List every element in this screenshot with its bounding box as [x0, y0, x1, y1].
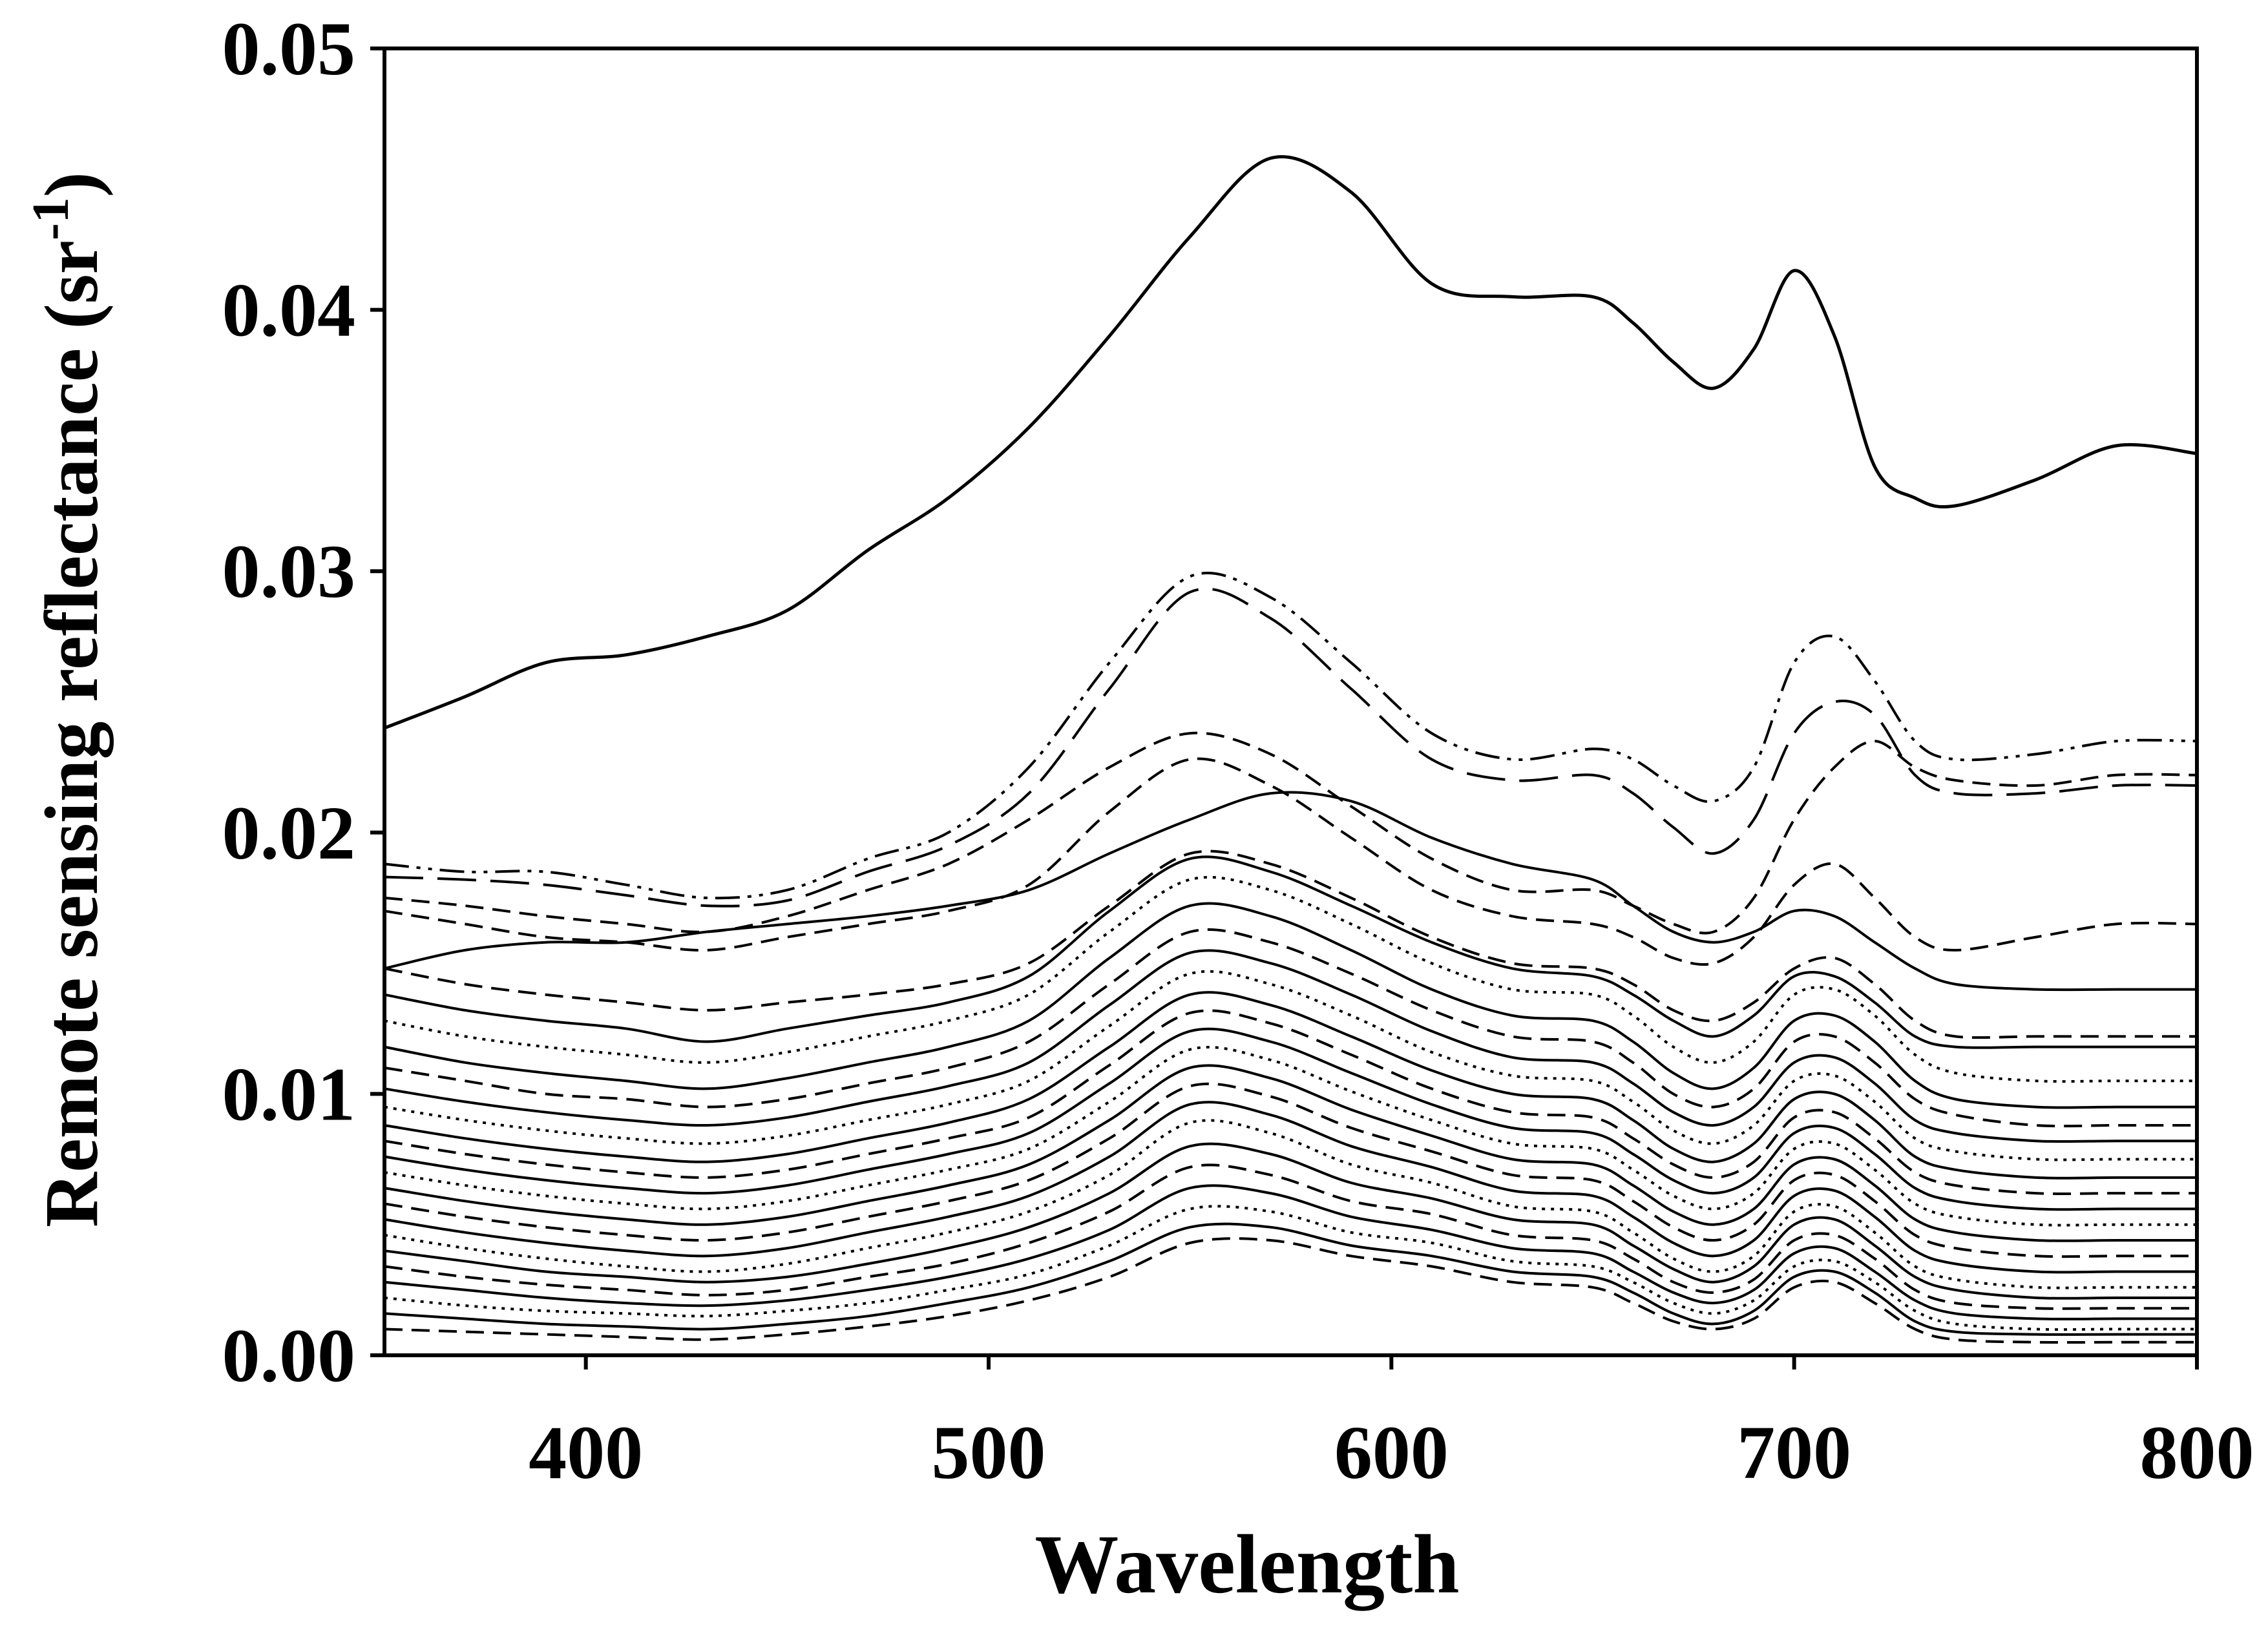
x-tick-label: 700	[1737, 1410, 1851, 1495]
series-line-s9	[384, 875, 2197, 1083]
series-line-s16	[384, 1027, 2197, 1211]
x-axis-title: Wavelength	[1034, 1518, 1459, 1611]
y-tick-label: 0.00	[222, 1313, 356, 1398]
series-line-s15	[384, 1009, 2197, 1196]
series-line-s21	[384, 1119, 2197, 1289]
series-line-s22	[384, 1142, 2197, 1300]
y-axis-title-superscript: -1	[23, 197, 79, 240]
series-line-s7	[384, 849, 2197, 1039]
x-tick-label: 800	[2140, 1410, 2254, 1495]
plot-area-frame	[383, 47, 2199, 1357]
axis-layer: 400 500 600 700 800 0.00 0.01 0.02 0.03 0.04 0.05	[222, 6, 2254, 1495]
series-line-s13	[384, 970, 2197, 1161]
x-tick-label: 400	[529, 1410, 643, 1495]
series-line-s26	[384, 1222, 2197, 1336]
series-line-s12	[384, 949, 2197, 1143]
series-line-s2	[384, 572, 2198, 900]
series-line-s3	[384, 587, 2198, 908]
series-line-s10	[384, 902, 2197, 1109]
series-line-s4	[384, 731, 2198, 935]
series-line-s27	[384, 1237, 2197, 1344]
series-line-s18	[384, 1064, 2197, 1242]
series-line-s1	[384, 155, 2198, 730]
series-layer	[384, 155, 2198, 1344]
y-tick-label: 0.02	[222, 791, 356, 875]
x-tick-label: 600	[1334, 1410, 1449, 1495]
y-tick-label: 0.01	[222, 1052, 356, 1136]
series-line-s23	[384, 1163, 2197, 1310]
y-axis-title-main: Remote sensing reflectance (sr	[29, 240, 114, 1227]
series-line-s11	[384, 928, 2198, 1128]
y-axis-title: Remote sensing reflectance (sr-1)	[23, 172, 114, 1227]
y-axis-title-close: )	[29, 172, 114, 197]
series-line-s6	[384, 757, 2198, 966]
x-tick-label: 500	[932, 1410, 1046, 1495]
series-line-s5	[384, 791, 2197, 992]
series-line-s8	[384, 855, 2197, 1049]
y-tick-label: 0.05	[222, 6, 356, 91]
series-line-s20	[384, 1101, 2197, 1274]
series-line-s19	[384, 1082, 2197, 1258]
series-line-s25	[384, 1205, 2197, 1331]
series-line-s24	[384, 1184, 2197, 1320]
y-tick-label: 0.04	[222, 268, 356, 353]
y-tick-label: 0.03	[222, 529, 356, 614]
series-line-s14	[384, 991, 2197, 1180]
